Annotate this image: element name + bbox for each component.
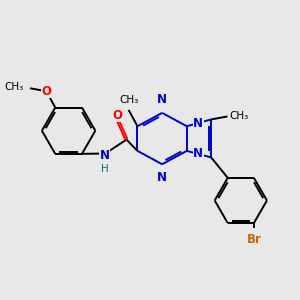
Text: CH₃: CH₃ [4, 82, 23, 92]
Text: N: N [100, 148, 110, 161]
Text: CH₃: CH₃ [229, 112, 248, 122]
Text: Br: Br [246, 232, 261, 246]
Text: N: N [157, 171, 167, 184]
Text: O: O [112, 109, 123, 122]
Text: H: H [101, 164, 109, 174]
Text: O: O [41, 85, 51, 98]
Text: N: N [193, 147, 203, 161]
Text: N: N [157, 93, 167, 106]
Text: CH₃: CH₃ [119, 94, 138, 105]
Text: N: N [193, 117, 203, 130]
